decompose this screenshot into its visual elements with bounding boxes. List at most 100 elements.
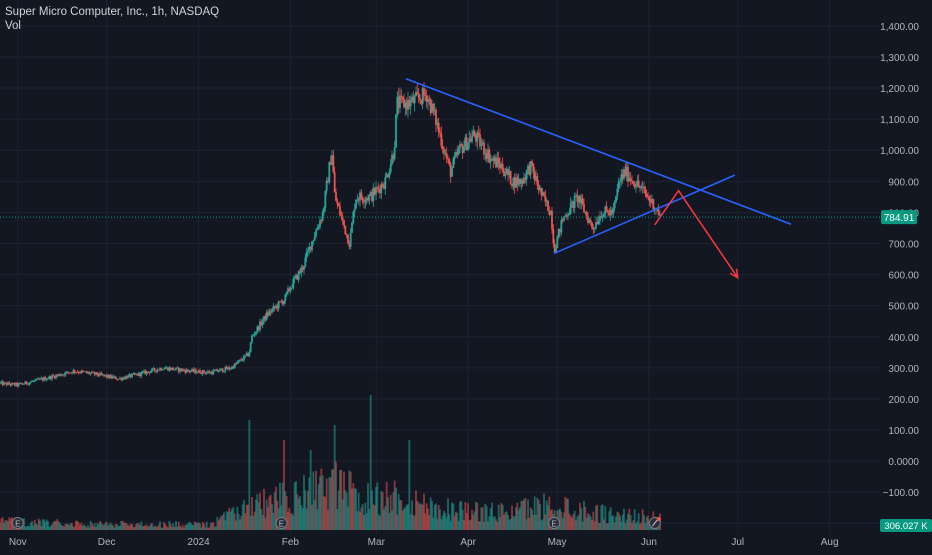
candle-body bbox=[233, 363, 236, 369]
volume-badge[interactable] bbox=[880, 519, 932, 532]
candle-body bbox=[293, 277, 296, 280]
volume-bar bbox=[451, 502, 453, 530]
volume-bar bbox=[493, 516, 496, 530]
candle-body bbox=[96, 372, 99, 376]
candle-body bbox=[369, 192, 372, 195]
volume-bar bbox=[619, 515, 621, 530]
volume-bar bbox=[1, 517, 4, 530]
volume-bar bbox=[636, 521, 639, 530]
last-price-badge[interactable] bbox=[881, 210, 917, 225]
volume-bar bbox=[405, 504, 408, 530]
candle-body bbox=[183, 369, 185, 371]
candle-body bbox=[204, 372, 207, 374]
candle-body bbox=[7, 382, 9, 386]
candle-body bbox=[85, 371, 88, 373]
volume-bar bbox=[115, 524, 117, 530]
candle-body bbox=[340, 215, 343, 217]
candle-body bbox=[296, 274, 299, 280]
volume-bar bbox=[91, 523, 93, 530]
candle-body bbox=[399, 95, 401, 108]
volume-bar bbox=[237, 513, 240, 530]
candle-body bbox=[599, 216, 601, 221]
candle-body bbox=[431, 103, 433, 114]
volume-bar bbox=[457, 521, 460, 530]
volume-bar bbox=[141, 525, 144, 530]
volume-bar bbox=[412, 515, 415, 530]
candle-body bbox=[321, 212, 324, 221]
volume-bar bbox=[47, 521, 49, 530]
candle-body bbox=[145, 371, 148, 375]
volume-bar bbox=[421, 504, 424, 530]
candle-body bbox=[31, 381, 33, 383]
candle-body bbox=[539, 187, 541, 191]
projection-arrow[interactable] bbox=[654, 189, 739, 279]
volume-bar bbox=[139, 524, 141, 530]
candle-body bbox=[339, 206, 341, 216]
price-axis[interactable]: 1,400.00 1,300.00 1,200.00 1,100.00 1,000.00… bbox=[880, 22, 932, 532]
volume-bar bbox=[469, 519, 472, 530]
volume-bar bbox=[471, 509, 473, 530]
candle-body bbox=[87, 372, 89, 374]
candle-body bbox=[483, 142, 485, 155]
candle-body bbox=[364, 200, 367, 203]
volume-bar bbox=[356, 511, 359, 530]
candle-body bbox=[456, 152, 459, 155]
candle-body bbox=[593, 227, 596, 230]
candle-body bbox=[575, 195, 577, 197]
candle-body bbox=[612, 208, 615, 214]
candle-body bbox=[385, 174, 388, 178]
volume-bar bbox=[176, 526, 179, 530]
volume-bar bbox=[307, 490, 309, 530]
candle-body bbox=[436, 122, 439, 125]
volume-bar bbox=[287, 512, 289, 530]
candle-body bbox=[404, 102, 407, 108]
time-axis[interactable]: Nov Dec 2024 Feb Mar Apr May Jun Jul Aug bbox=[9, 537, 839, 548]
volume-bar bbox=[456, 512, 459, 530]
volume-bar bbox=[188, 522, 191, 530]
volume-bar bbox=[81, 525, 84, 530]
volume-bar bbox=[428, 515, 431, 530]
volume-bar bbox=[433, 505, 436, 530]
candle-body bbox=[253, 334, 256, 335]
candle-body bbox=[125, 376, 128, 379]
volume-bar bbox=[56, 519, 59, 530]
candle-body bbox=[480, 144, 483, 147]
volume-bar bbox=[217, 520, 220, 530]
earnings-marker-icon[interactable] bbox=[11, 517, 24, 529]
candle-body bbox=[299, 271, 301, 274]
volume-bar bbox=[261, 514, 264, 530]
volume-bar bbox=[8, 517, 11, 530]
lower-trendline[interactable] bbox=[553, 174, 736, 255]
volume-bar bbox=[197, 522, 200, 530]
candle-body bbox=[651, 198, 653, 203]
candle-body bbox=[200, 373, 203, 375]
legend-volume-label: Vol bbox=[5, 20, 21, 32]
earnings-marker-icon[interactable] bbox=[275, 517, 288, 529]
candle-body bbox=[447, 158, 449, 160]
volume-bar bbox=[271, 504, 273, 530]
candle-body bbox=[241, 360, 244, 361]
volume-bar bbox=[357, 493, 360, 530]
volume-bar bbox=[279, 482, 281, 530]
volume-bar bbox=[351, 488, 353, 530]
candle-body bbox=[457, 148, 460, 155]
volume-bar bbox=[439, 509, 441, 530]
candle-body bbox=[497, 158, 500, 164]
volume-bar bbox=[507, 514, 509, 530]
upper-trendline[interactable] bbox=[405, 77, 792, 225]
candle-body bbox=[225, 367, 228, 370]
earnings-marker-icon[interactable] bbox=[548, 517, 561, 529]
candle-body bbox=[376, 187, 379, 189]
volume-bar bbox=[76, 520, 79, 530]
volume-bar bbox=[43, 519, 45, 530]
candle-body bbox=[611, 210, 613, 214]
volume-bar bbox=[249, 515, 252, 530]
candle-body bbox=[604, 206, 607, 214]
volume-bar bbox=[268, 496, 271, 530]
volume-bar bbox=[341, 499, 344, 530]
candle-body bbox=[349, 232, 352, 247]
candle-body bbox=[189, 371, 192, 372]
candle-body bbox=[57, 374, 60, 376]
